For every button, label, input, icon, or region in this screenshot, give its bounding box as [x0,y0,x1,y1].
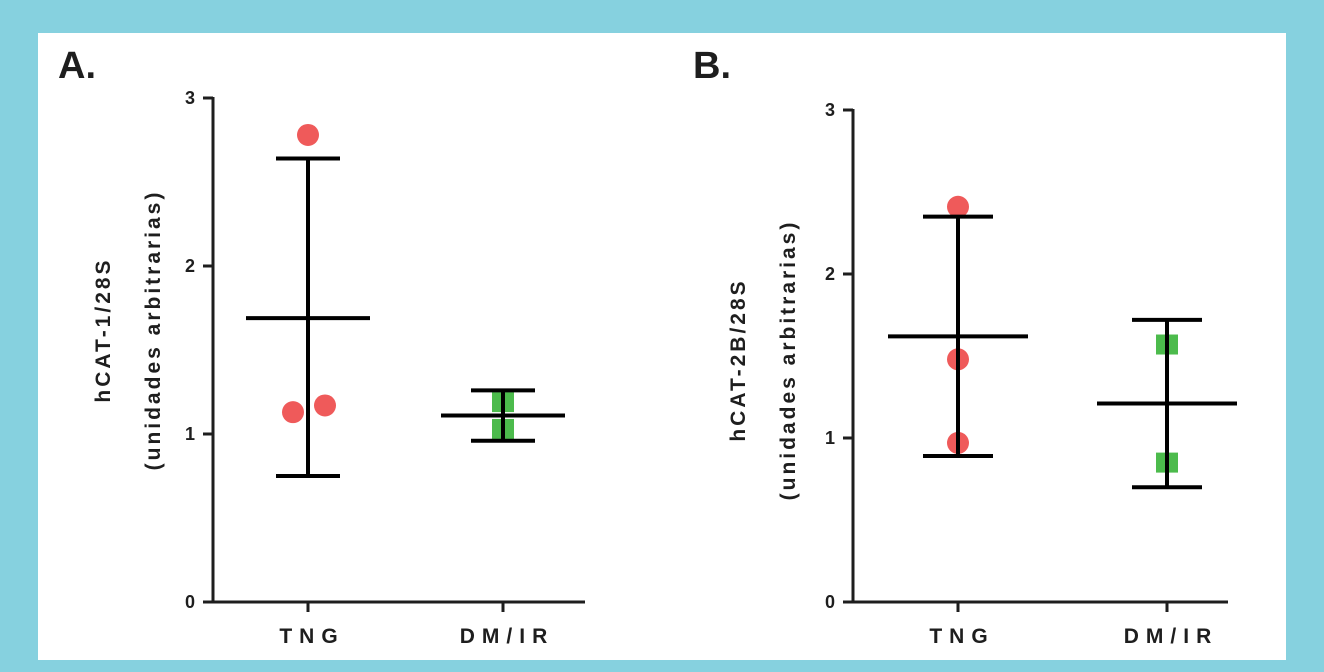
x-tick-label: DM/IR [460,625,555,648]
y-axis-label-units: (unidades arbitrarias) [142,190,165,471]
y-tick-label: 2 [185,256,195,276]
panel-label: A. [58,45,96,87]
y-tick-label: 1 [185,424,195,444]
y-tick-label: 0 [825,592,835,612]
y-tick-label: 1 [825,428,835,448]
y-axis-label: hCAT-1/28S [92,257,115,402]
y-tick-label: 0 [185,592,195,612]
data-point [297,123,319,146]
x-tick-label: TNG [279,625,344,648]
y-axis-label: hCAT-2B/28S [727,278,750,441]
x-tick-label: TNG [929,625,994,648]
y-tick-label: 3 [825,100,835,120]
y-tick-label: 3 [185,88,195,108]
panel-label: B. [693,45,731,87]
data-point [314,394,336,417]
data-point [282,401,304,424]
y-tick-label: 2 [825,264,835,284]
data-point [947,195,969,218]
figure-frame [38,33,1286,660]
y-axis-label-units: (unidades arbitrarias) [777,220,800,501]
x-tick-label: DM/IR [1124,625,1219,648]
